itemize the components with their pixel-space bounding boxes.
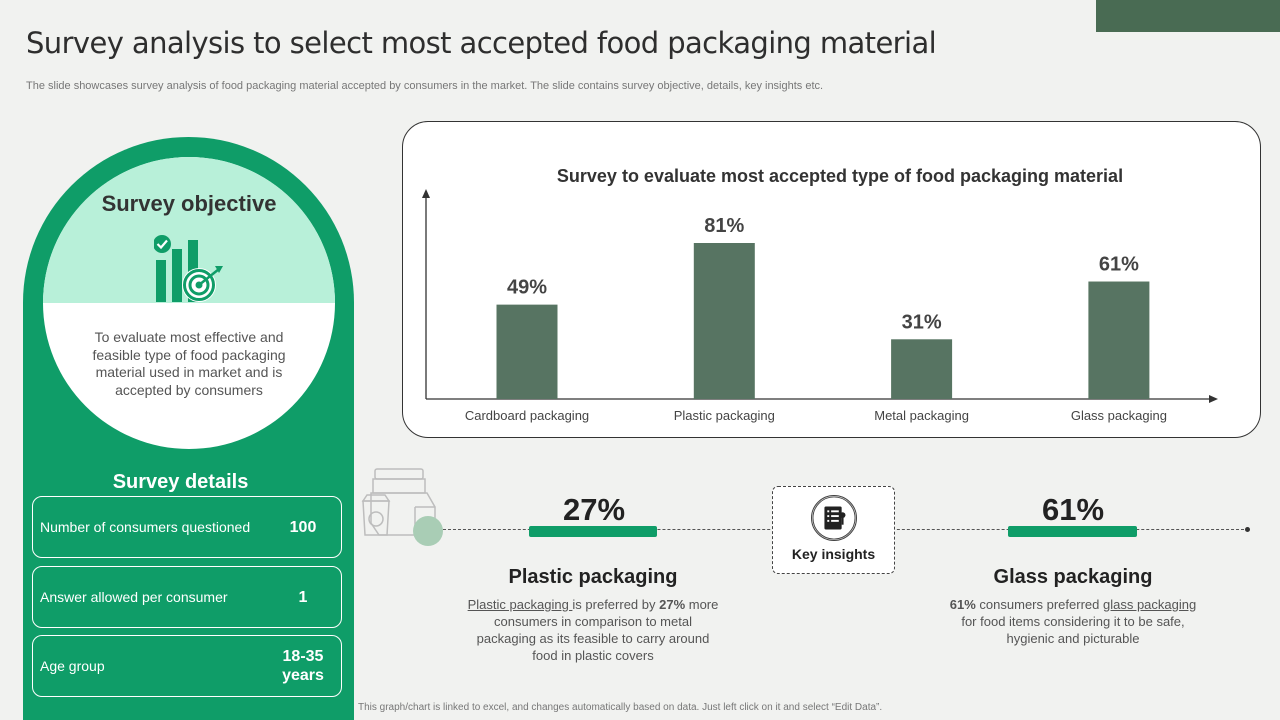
bar	[496, 304, 558, 399]
detail-label: Number of consumers questioned	[40, 519, 251, 535]
glass-title: Glass packaging	[993, 566, 1153, 588]
bar-value-label: 61%	[1099, 254, 1139, 276]
x-tick-label: Plastic packaging	[674, 408, 775, 423]
document-list-icon	[811, 495, 857, 541]
glass-text-bold: 61%	[949, 597, 976, 612]
objective-circle: Survey objective To evaluate most effect…	[43, 157, 335, 449]
footnote: This graph/chart is linked to excel, and…	[358, 702, 883, 713]
bar-value-label: 31%	[902, 311, 942, 333]
plastic-link-text: Plastic packaging	[467, 597, 573, 612]
bar	[1088, 281, 1150, 399]
detail-row: Number of consumers questioned 100	[32, 496, 342, 558]
detail-label: Answer allowed per consumer	[40, 589, 228, 605]
plastic-title: Plastic packaging	[508, 566, 678, 588]
page-title: Survey analysis to select most accepted …	[26, 26, 937, 60]
bar-chart: Survey to evaluate most accepted type of…	[422, 166, 1218, 423]
detail-value: 18-35 years	[282, 648, 324, 684]
corner-accent-bar	[1096, 0, 1280, 32]
key-insights-label: Key insights	[791, 546, 876, 562]
timeline-end-dot	[1245, 527, 1250, 532]
target-chart-icon	[154, 235, 223, 302]
detail-value: 100	[289, 518, 317, 536]
x-axis-arrow	[1209, 395, 1218, 403]
plastic-description: Plastic packaging is preferred by 27% mo…	[463, 596, 723, 664]
x-tick-label: Metal packaging	[874, 408, 969, 423]
bar	[891, 339, 953, 399]
glass-accent-bar	[1008, 526, 1137, 537]
chart-title: Survey to evaluate most accepted type of…	[557, 166, 1123, 186]
glass-link-text: glass packaging	[1102, 597, 1197, 612]
plastic-accent-bar	[529, 526, 657, 537]
y-axis-arrow	[422, 189, 430, 198]
detail-label: Age group	[40, 658, 105, 674]
plastic-text-rest: more consumers in comparison to metal pa…	[476, 597, 719, 663]
glass-description: 61% consumers preferred glass packaging …	[943, 596, 1203, 647]
bar	[693, 243, 755, 399]
objective-text: To evaluate most effective and feasible …	[92, 329, 286, 398]
objective-title: Survey objective	[101, 191, 277, 216]
chart-card: Survey to evaluate most accepted type of…	[402, 121, 1261, 438]
timeline-start-dot	[413, 516, 443, 546]
x-tick-label: Cardboard packaging	[465, 408, 589, 423]
plastic-text-mid: is preferred by	[572, 597, 660, 612]
bar-value-label: 81%	[704, 215, 744, 237]
glass-text-rest: for food items considering it to be safe…	[961, 614, 1185, 646]
detail-row: Answer allowed per consumer 1	[32, 566, 342, 628]
detail-value: 1	[298, 588, 308, 606]
plastic-percentage: 27%	[562, 492, 626, 527]
plastic-text-bold: 27%	[659, 597, 686, 612]
page-subtitle: The slide showcases survey analysis of f…	[26, 80, 824, 92]
x-tick-label: Glass packaging	[1071, 408, 1167, 423]
details-title: Survey details	[112, 471, 249, 493]
glass-percentage: 61%	[1041, 492, 1105, 527]
glass-text-mid: consumers preferred	[975, 597, 1103, 612]
key-insights-box: Key insights	[772, 486, 895, 574]
detail-row: Age group 18-35 years	[32, 635, 342, 697]
bar-value-label: 49%	[507, 277, 547, 299]
